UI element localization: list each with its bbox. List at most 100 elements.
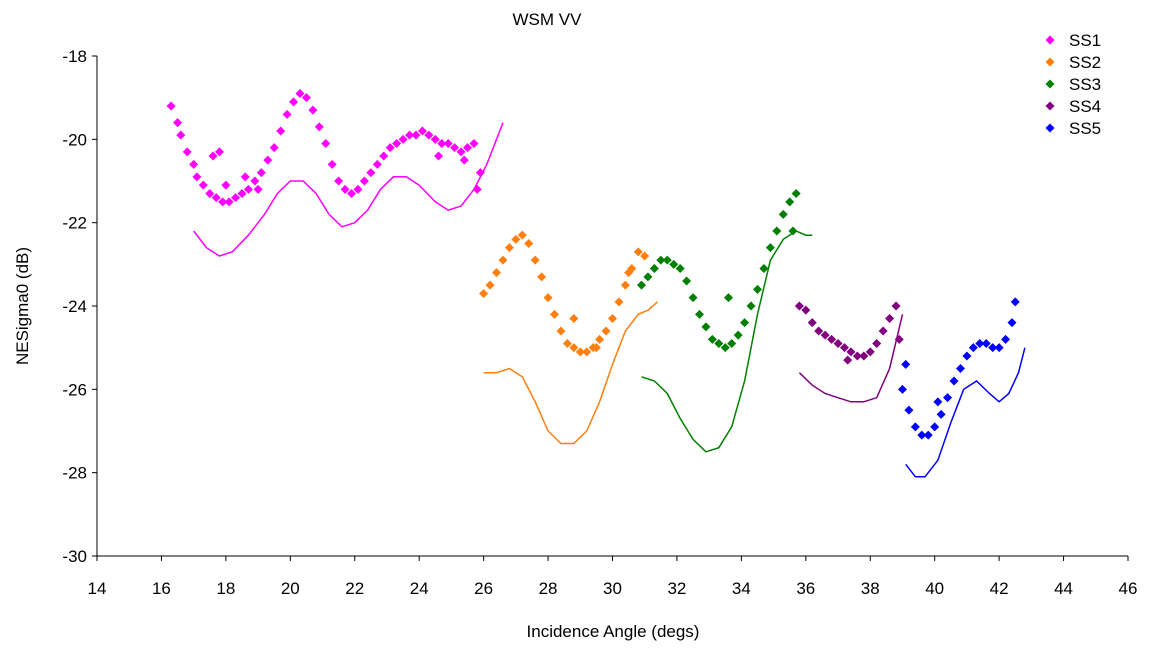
x-tick-label: 26 (474, 579, 493, 598)
series-ss3-point (688, 293, 698, 303)
series-ss2-point (614, 297, 624, 307)
x-tick-label: 32 (667, 579, 686, 598)
x-tick-label: 14 (88, 579, 107, 598)
series-ss2-point (601, 326, 611, 336)
series-ss1-point (434, 151, 444, 161)
series-ss4-point (843, 355, 853, 365)
series-ss3-point (740, 318, 750, 328)
series-ss3-point (714, 339, 724, 348)
series-ss1-point (347, 189, 357, 198)
series-ss1-point (243, 184, 253, 194)
series-ss1-point (192, 172, 202, 182)
series-ss1-point (385, 143, 395, 153)
series-ss3-point (723, 293, 733, 303)
series-ss1-point (314, 122, 324, 132)
series-ss3-point (752, 284, 762, 294)
series-ss2-point (517, 230, 527, 240)
series-ss2-point (504, 243, 514, 253)
legend-marker-ss3 (1045, 79, 1055, 89)
series-ss1-point (392, 139, 402, 148)
series-ss3 (636, 189, 813, 453)
series-ss1-point (211, 193, 221, 203)
series-ss2-point (620, 280, 630, 290)
series-ss1-point (224, 197, 234, 207)
series-ss4-point (878, 326, 888, 336)
series-ss1-point (263, 155, 273, 165)
series-ss5-point (910, 422, 920, 432)
series-ss3-point (656, 255, 666, 265)
series-ss5-point (1001, 334, 1011, 344)
y-tick-label: -20 (62, 130, 87, 149)
series-ss1-point (189, 159, 199, 169)
series-ss3-point (720, 343, 730, 353)
series-ss1-model-line (193, 122, 504, 257)
series-ss2-point (640, 251, 650, 261)
x-tick-label: 36 (796, 579, 815, 598)
series-ss3-point (791, 189, 801, 198)
series-ss1-point (269, 143, 279, 153)
series-ss1-point (321, 139, 331, 148)
y-tick-label: -22 (62, 214, 87, 233)
y-tick-label: -28 (62, 464, 87, 483)
series-ss5-point (943, 393, 953, 403)
series-ss2-point (479, 289, 489, 298)
series-ss1-point (237, 189, 247, 198)
series-ss5-point (981, 339, 991, 348)
series-ss5-point (930, 422, 940, 432)
series-ss1-point (208, 151, 218, 161)
series-ss3-point (636, 280, 646, 290)
series-ss1-point (469, 139, 479, 148)
series-ss1-point (372, 159, 382, 169)
series-ss1-point (289, 97, 299, 107)
series-ss2-point (511, 234, 521, 244)
series-ss5-point (988, 343, 998, 353)
series-ss5-model-line (905, 347, 1026, 478)
series-ss5-point (949, 376, 959, 386)
series-ss2-point (556, 326, 566, 336)
legend-label-ss4: SS4 (1069, 97, 1101, 116)
y-tick-label: -26 (62, 380, 87, 399)
series-ss1-point (405, 130, 415, 140)
series-ss4-point (872, 339, 882, 348)
series-ss2-point (633, 247, 643, 257)
series-ss5-point (962, 351, 972, 361)
y-tick-label: -18 (62, 47, 87, 66)
series-ss1-point (256, 168, 266, 178)
series-ss4-point (846, 347, 856, 357)
series-ss5-point (917, 430, 927, 440)
series-ss1-point (379, 151, 389, 161)
series-ss5-point (975, 339, 985, 348)
series-ss4-point (794, 301, 804, 311)
series-ss4-point (807, 318, 817, 328)
series-ss2-point (543, 293, 553, 303)
series-ss1-point (398, 134, 408, 144)
series-ss3-point (785, 197, 795, 207)
series-ss1-point (166, 101, 176, 111)
series-ss1-point (353, 184, 363, 194)
series-ss5-point (1010, 297, 1020, 307)
series-ss2-point (524, 239, 534, 248)
series-ss2-point (595, 334, 605, 344)
series-ss3-point (788, 226, 798, 236)
legend-label-ss1: SS1 (1069, 31, 1101, 50)
series-ss1-point (443, 139, 453, 148)
series-ss4-model-line (798, 314, 904, 403)
x-tick-label: 30 (603, 579, 622, 598)
legend-label-ss5: SS5 (1069, 119, 1101, 138)
series-ss2-point (569, 314, 579, 323)
chart-title: WSM VV (513, 10, 583, 29)
series-ss5-point (994, 343, 1004, 353)
series-ss4-point (839, 343, 849, 353)
legend-marker-ss5 (1045, 123, 1055, 133)
series-ss4-point (852, 351, 862, 361)
series-ss1-point (295, 89, 305, 98)
series-ss1-point (250, 176, 260, 186)
series-ss1-point (437, 139, 447, 148)
x-tick-label: 24 (410, 579, 429, 598)
series-ss3-point (707, 334, 717, 344)
series-ss2-point (591, 343, 601, 353)
plot-series (166, 89, 1026, 478)
series-ss3-point (701, 322, 711, 332)
series-ss1-point (231, 193, 241, 203)
